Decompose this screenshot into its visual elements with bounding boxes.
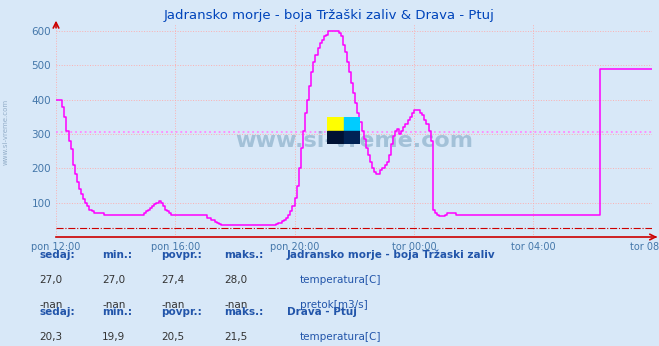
Text: -nan: -nan [161, 300, 185, 310]
Text: Jadransko morje - boja Tržaski zaliv: Jadransko morje - boja Tržaski zaliv [287, 249, 496, 260]
Text: 27,4: 27,4 [161, 275, 185, 285]
Text: 27,0: 27,0 [102, 275, 125, 285]
Text: www.si-vreme.com: www.si-vreme.com [2, 98, 9, 165]
Text: 21,5: 21,5 [224, 332, 247, 342]
Text: -nan: -nan [102, 300, 125, 310]
Text: Drava - Ptuj: Drava - Ptuj [287, 307, 357, 317]
Text: 19,9: 19,9 [102, 332, 125, 342]
Text: maks.:: maks.: [224, 250, 264, 260]
Text: temperatura[C]: temperatura[C] [300, 332, 382, 342]
Text: min.:: min.: [102, 250, 132, 260]
Text: Jadransko morje - boja Tržaški zaliv & Drava - Ptuj: Jadransko morje - boja Tržaški zaliv & D… [164, 9, 495, 22]
Text: -nan: -nan [40, 300, 63, 310]
Text: 28,0: 28,0 [224, 275, 247, 285]
Bar [344, 131, 360, 144]
Text: temperatura[C]: temperatura[C] [300, 275, 382, 285]
Text: 20,3: 20,3 [40, 332, 63, 342]
Text: 20,5: 20,5 [161, 332, 185, 342]
Text: sedaj:: sedaj: [40, 250, 75, 260]
Bar [344, 117, 360, 131]
Text: povpr.:: povpr.: [161, 250, 202, 260]
Text: sedaj:: sedaj: [40, 307, 75, 317]
Text: maks.:: maks.: [224, 307, 264, 317]
Text: 27,0: 27,0 [40, 275, 63, 285]
Text: min.:: min.: [102, 307, 132, 317]
Text: povpr.:: povpr.: [161, 307, 202, 317]
Text: pretok[m3/s]: pretok[m3/s] [300, 300, 368, 310]
Text: -nan: -nan [224, 300, 247, 310]
Bar [328, 117, 344, 131]
Bar [328, 131, 344, 144]
Text: www.si-vreme.com: www.si-vreme.com [235, 131, 473, 151]
